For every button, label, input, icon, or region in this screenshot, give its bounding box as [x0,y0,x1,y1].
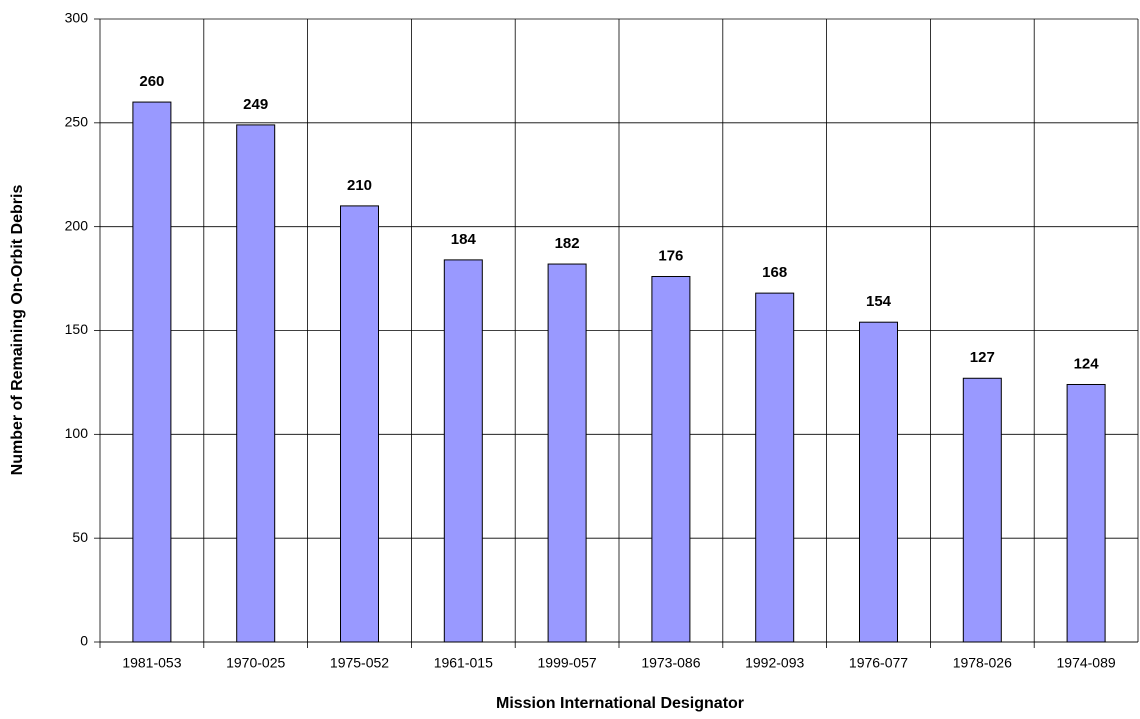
y-tick-label: 200 [65,217,89,233]
bar [340,205,379,643]
x-tick-label: 1975-052 [330,655,389,671]
x-tick-label: 1999-057 [538,655,597,671]
bar [443,259,483,643]
y-tick-label: 50 [72,529,88,545]
y-tick-label: 300 [65,10,89,26]
bar [547,263,587,643]
x-tick-label: 1992-093 [745,655,804,671]
data-label: 127 [970,349,995,366]
bar [859,321,898,643]
bar [651,276,691,643]
data-label: 182 [555,235,580,252]
x-tick-label: 1978-026 [953,655,1012,671]
bar [132,101,172,643]
x-tick-label: 1981-053 [122,655,181,671]
bar [755,292,795,643]
data-label: 154 [866,293,892,310]
x-tick-label: 1974-089 [1057,655,1116,671]
data-label: 168 [762,264,787,281]
data-label: 176 [658,247,683,264]
data-label: 210 [347,177,372,194]
data-label: 249 [243,96,268,113]
x-tick-label: 1976-077 [849,655,908,671]
y-tick-label: 150 [65,321,89,337]
bar [236,124,276,643]
y-axis-title: Number of Remaining On-Orbit Debris [9,185,26,476]
bar [962,377,1002,643]
data-label: 124 [1074,355,1100,372]
x-tick-label: 1970-025 [226,655,285,671]
x-tick-label: 1961-015 [434,655,493,671]
data-label: 184 [451,231,477,248]
x-axis-title: Mission International Designator [496,695,744,712]
y-tick-label: 100 [65,425,89,441]
x-tick-label: 1973-086 [641,655,700,671]
y-tick-label: 0 [80,633,88,649]
bar [1066,383,1106,643]
data-label: 260 [139,73,164,90]
y-tick-label: 250 [65,114,89,130]
